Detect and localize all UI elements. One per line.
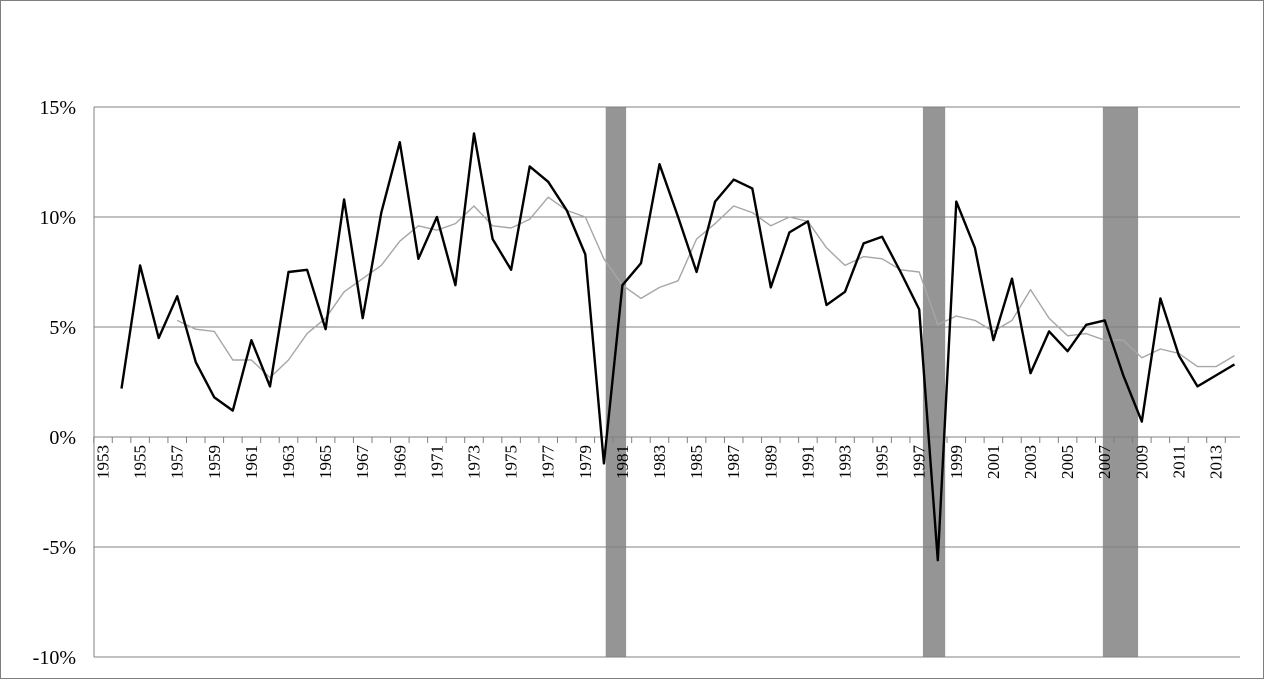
x-tick-label: 1971 bbox=[427, 445, 446, 479]
x-tick-label: 1991 bbox=[798, 445, 817, 479]
x-tick-label: 1965 bbox=[316, 445, 335, 479]
x-tick-label: 1999 bbox=[947, 445, 966, 479]
x-tick-label: 1977 bbox=[539, 445, 558, 480]
x-tick-label: 1997 bbox=[910, 445, 929, 480]
x-tick-label: 2001 bbox=[984, 445, 1003, 479]
gridlines bbox=[94, 106, 1240, 658]
x-tick-labels: 1953 1955 1957 1959 1961 1963 1965 1967 1969 1971… bbox=[94, 445, 1226, 480]
x-tick-label: 2009 bbox=[1132, 445, 1151, 479]
y-tick-label: -10% bbox=[33, 647, 76, 669]
x-tick-label: 1969 bbox=[390, 445, 409, 479]
x-tick-label: 1993 bbox=[836, 445, 855, 479]
x-tick-label: 1961 bbox=[242, 445, 261, 479]
series-line bbox=[120, 132, 1236, 562]
x-tick-label: 1995 bbox=[873, 445, 892, 479]
axes bbox=[93, 107, 1240, 657]
x-tick-label: 1967 bbox=[353, 445, 372, 480]
y-tick-label: 15% bbox=[39, 97, 76, 119]
x-tick-label: 1955 bbox=[131, 445, 150, 479]
x-tick-label: 1987 bbox=[724, 445, 743, 480]
x-tick-label: 1957 bbox=[168, 445, 187, 480]
x-tick-label: 1975 bbox=[502, 445, 521, 479]
x-tick-label: 1963 bbox=[279, 445, 298, 479]
x-tick-label: 1983 bbox=[650, 445, 669, 479]
x-tick-label: 2013 bbox=[1207, 445, 1226, 479]
y-tick-label: 10% bbox=[39, 207, 76, 229]
recession-bands bbox=[605, 107, 1139, 657]
x-tick-label: 1959 bbox=[205, 445, 224, 479]
series-lines bbox=[120, 132, 1236, 562]
x-tick-label: 1985 bbox=[687, 445, 706, 479]
y-tick-label: 0% bbox=[49, 427, 76, 449]
x-tick-label: 2003 bbox=[1021, 445, 1040, 479]
y-tick-labels: 15% 10% 5% 0% -5% -10% bbox=[33, 97, 76, 669]
series-line bbox=[176, 196, 1235, 379]
x-tick-label: 1989 bbox=[761, 445, 780, 479]
x-tick-label: 2011 bbox=[1169, 445, 1188, 478]
x-tick-label: 1953 bbox=[94, 445, 113, 479]
x-tick-label: 1981 bbox=[613, 445, 632, 479]
x-tick-label: 1973 bbox=[465, 445, 484, 479]
recession-band bbox=[922, 107, 946, 657]
y-tick-label: 5% bbox=[49, 317, 76, 339]
x-tick-label: 1979 bbox=[576, 445, 595, 479]
y-tick-label: -5% bbox=[43, 537, 76, 559]
x-tick-label: 2007 bbox=[1095, 445, 1114, 480]
x-tick-label: 2005 bbox=[1058, 445, 1077, 479]
recession-band bbox=[1102, 107, 1139, 657]
recession-band bbox=[605, 107, 627, 657]
